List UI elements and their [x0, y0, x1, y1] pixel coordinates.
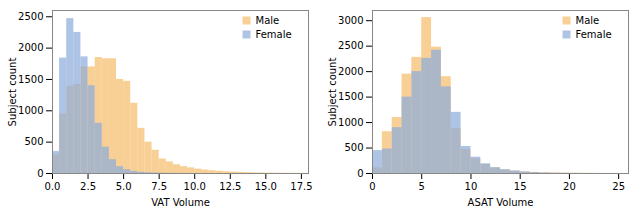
svg-text:0: 0 [357, 168, 363, 179]
svg-text:ASAT Volume: ASAT Volume [468, 197, 534, 208]
svg-text:5: 5 [419, 181, 425, 192]
svg-text:VAT Volume: VAT Volume [151, 197, 210, 208]
svg-text:2000: 2000 [338, 66, 363, 77]
svg-text:2500: 2500 [338, 40, 363, 51]
svg-text:15.0: 15.0 [255, 181, 277, 192]
svg-text:0: 0 [369, 181, 375, 192]
svg-text:Male: Male [576, 15, 600, 26]
svg-text:2500: 2500 [18, 11, 43, 22]
svg-text:5.0: 5.0 [116, 181, 132, 192]
svg-text:500: 500 [344, 142, 363, 153]
svg-text:15: 15 [514, 181, 527, 192]
svg-text:2.5: 2.5 [80, 181, 96, 192]
svg-text:1000: 1000 [18, 105, 43, 116]
svg-text:1500: 1500 [18, 74, 43, 85]
svg-text:25: 25 [612, 181, 625, 192]
svg-text:0.0: 0.0 [45, 181, 61, 192]
svg-text:0: 0 [37, 168, 43, 179]
svg-text:1000: 1000 [338, 117, 363, 128]
svg-text:1500: 1500 [338, 91, 363, 102]
svg-text:Subject count: Subject count [7, 58, 18, 127]
svg-text:Female: Female [576, 29, 612, 40]
svg-text:20: 20 [563, 181, 576, 192]
svg-text:7.5: 7.5 [151, 181, 167, 192]
svg-text:2000: 2000 [18, 42, 43, 53]
svg-text:17.5: 17.5 [290, 181, 312, 192]
svg-text:10.0: 10.0 [184, 181, 206, 192]
svg-text:3000: 3000 [338, 15, 363, 26]
svg-text:Subject count: Subject count [327, 58, 338, 127]
svg-text:500: 500 [24, 136, 43, 147]
svg-text:Female: Female [256, 29, 292, 40]
svg-text:12.5: 12.5 [219, 181, 241, 192]
svg-text:Male: Male [256, 15, 280, 26]
svg-text:10: 10 [465, 181, 478, 192]
